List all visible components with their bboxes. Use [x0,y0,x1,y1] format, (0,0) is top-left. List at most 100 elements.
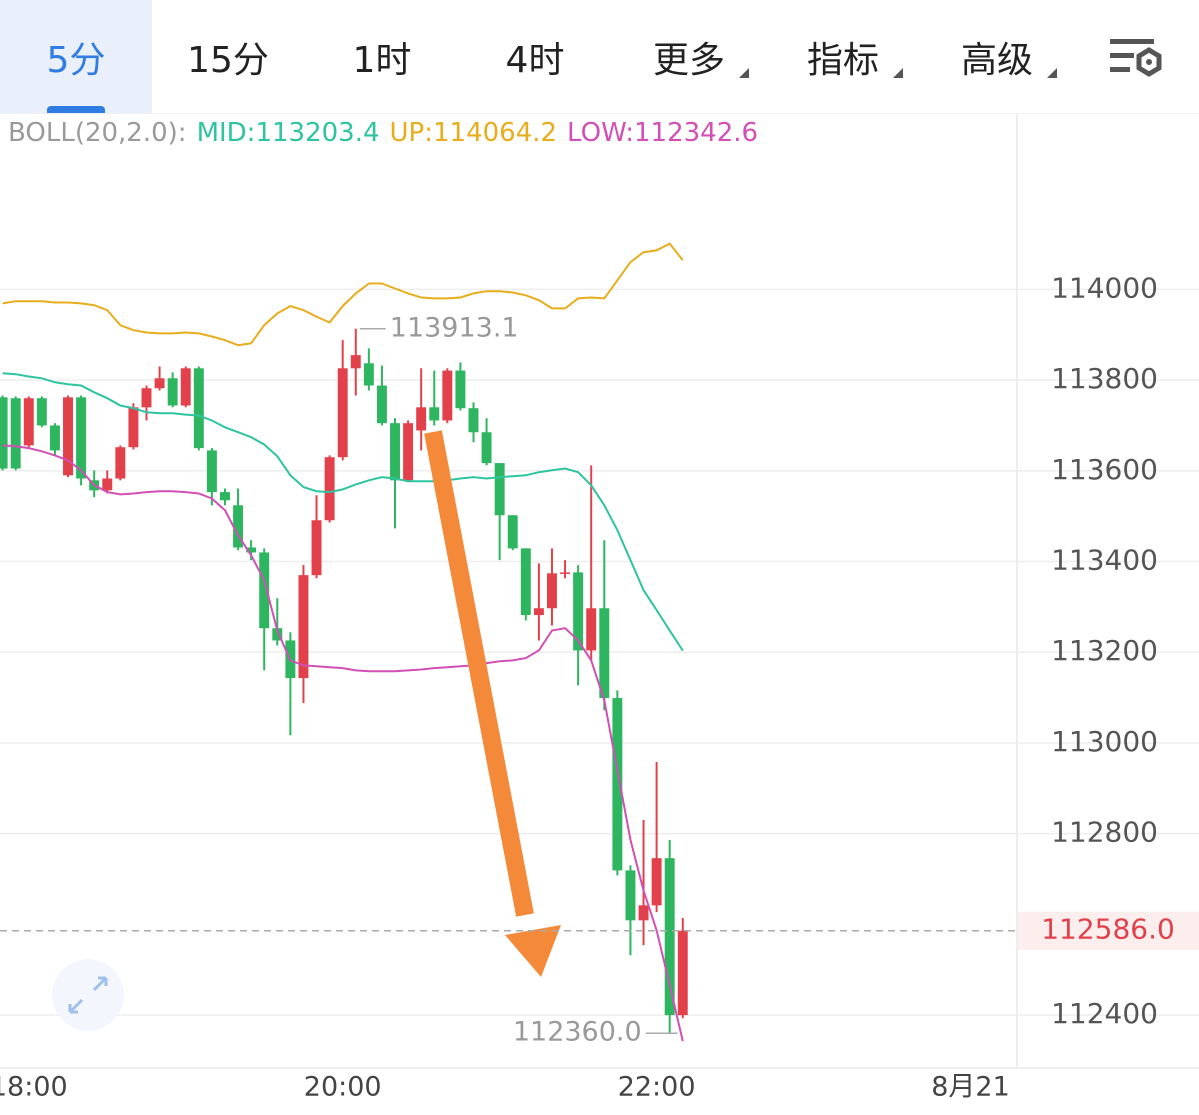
candle-body [63,397,73,476]
legend-entry: UP:114064.2 [390,118,558,148]
tab-label: 4时 [505,39,565,81]
timeframe-tab[interactable]: 指标 [767,0,919,113]
candle-body [23,398,34,446]
candle-body [586,608,597,651]
candle-body [442,370,453,421]
candle-body [416,407,427,431]
candle-body [638,905,649,921]
candle-body [324,457,335,521]
candle-body [612,698,623,871]
candle-body [259,552,270,629]
candle-body [141,388,152,408]
x-tick-label: 8月21 [931,1072,1010,1103]
candle-body [246,547,257,553]
timeframe-tab[interactable]: 4时 [459,0,611,113]
candle-body [272,628,283,641]
candle-body [76,397,87,479]
candle-body [298,575,309,679]
dropdown-mark [893,68,903,78]
candle-body [677,930,688,1016]
candle-body [520,548,531,616]
boll-line [2,372,684,652]
candle-body [560,572,571,574]
y-tick-label: 113200 [1051,634,1158,667]
tab-label: 指标 [806,39,879,81]
timeframe-tab[interactable]: 15分 [152,0,304,113]
y-tick-label: 112800 [1051,816,1158,849]
candle-body [350,355,361,369]
y-tick-label: 113800 [1051,362,1158,395]
annotation-label: 113913.1 [390,312,519,343]
settings-icon[interactable] [1108,36,1164,80]
y-tick-label: 113400 [1051,544,1158,577]
candle-body [533,608,544,616]
last-price-tag [1018,911,1199,950]
x-tick-label: 18:00 [0,1072,68,1103]
candle-body [49,425,60,451]
tab-label: 5分 [46,39,106,81]
y-tick-label: 114000 [1051,271,1158,304]
candle-body [468,408,479,433]
candle-body [311,520,322,576]
candle-body [233,505,244,548]
candle-body [193,368,204,449]
candle-body [390,423,400,481]
trend-arrow [424,430,561,977]
candle-body [494,463,505,516]
active-indicator [47,106,105,113]
candle-body [206,450,217,493]
candle-body [10,398,21,469]
tab-label: 更多 [652,39,725,81]
plot-area [0,242,688,1042]
legend-entry: MID:113203.4 [197,118,380,148]
candle-body [102,478,113,491]
candle-body [455,370,466,409]
boll-line [2,242,684,347]
candle-body [573,572,584,651]
candle-body [337,368,348,458]
candle-body [429,407,440,421]
dropdown-mark [1047,68,1057,78]
timeframe-tab[interactable]: 更多 [613,0,765,113]
x-tick-label: 20:00 [304,1072,382,1103]
annotation-label: 112360.0 [513,1017,642,1048]
candle-body [376,385,387,424]
y-tick-label: 113600 [1051,453,1158,486]
candle-body [154,378,165,389]
indicator-legend: BOLL(20,2.0): MID:113203.4 UP:114064.2 LOW:… [8,118,758,148]
boll-line [2,444,684,1042]
candle-body [0,397,8,469]
candle-body [625,870,636,921]
candle-body [36,398,47,426]
legend-entry: LOW:112342.6 [567,118,758,148]
y-tick-label: 113000 [1051,725,1158,758]
indicator-name: BOLL(20,2.0): [8,118,187,148]
candle-body [481,432,492,464]
candle-body [115,447,126,479]
candle-body [403,423,414,481]
candle-body [220,492,230,501]
candle-body [128,407,139,448]
x-tick-label: 22:00 [618,1072,696,1103]
tab-label: 高级 [960,39,1033,81]
candle-body [180,368,191,406]
expand-button[interactable] [52,959,124,1031]
candle-body [664,858,675,1016]
timeframe-tab[interactable]: 高级 [921,0,1073,113]
y-tick-label: 112400 [1051,997,1158,1030]
candle-body [507,515,518,549]
last-price-label: 112586.0 [1041,913,1175,946]
timeframe-tabs: 5分 15分 1时 4时 更多 指标 高级 [0,0,1199,114]
candle-body [547,573,557,609]
dropdown-mark [739,68,749,78]
timeframe-tab[interactable]: 1时 [306,0,458,113]
candle-body [599,608,610,699]
tab-label: 15分 [187,39,269,81]
candle-body [651,858,662,906]
tab-label: 1时 [352,39,412,81]
candle-body [167,378,178,406]
candle-body [363,363,374,386]
timeframe-tab[interactable]: 5分 [0,0,152,113]
